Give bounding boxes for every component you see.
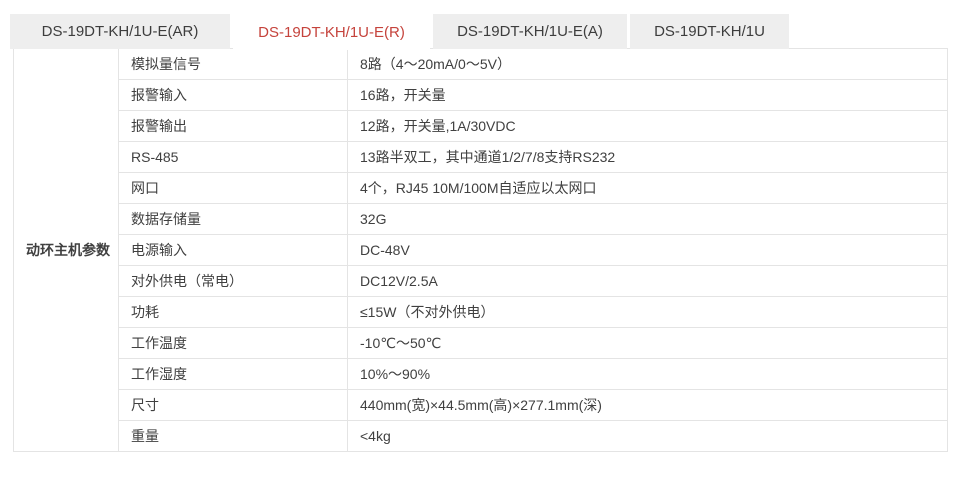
- table-row: 工作湿度 10%～90%: [14, 358, 948, 390]
- tab-ds-19dt-kh-1u-e-a[interactable]: DS-19DT-KH/1U-E(A): [433, 14, 627, 49]
- spec-name: 报警输入: [118, 79, 348, 111]
- spec-value: ≤15W（不对外供电）: [347, 296, 948, 328]
- tab-ds-19dt-kh-1u-e-r[interactable]: DS-19DT-KH/1U-E(R): [233, 14, 430, 50]
- spec-value: 10%～90%: [347, 358, 948, 390]
- spec-name: 功耗: [118, 296, 348, 328]
- spec-name: 数据存储量: [118, 203, 348, 235]
- spec-value: DC12V/2.5A: [347, 265, 948, 297]
- spec-table-container: 动环主机参数 模拟量信号 8路（4～20mA/0～5V） 报警输入 16路，开关…: [13, 48, 948, 452]
- spec-value: DC-48V: [347, 234, 948, 266]
- spec-name: 工作温度: [118, 327, 348, 359]
- tab-ds-19dt-kh-1u-e-ar[interactable]: DS-19DT-KH/1U-E(AR): [10, 14, 230, 49]
- table-row: 电源输入 DC-48V: [14, 234, 948, 266]
- spec-name: RS-485: [118, 141, 348, 173]
- table-row: 功耗 ≤15W（不对外供电）: [14, 296, 948, 328]
- model-tabbar: DS-19DT-KH/1U-E(AR) DS-19DT-KH/1U-E(R) D…: [10, 14, 789, 50]
- spec-value: 440mm(宽)×44.5mm(高)×277.1mm(深): [347, 389, 948, 421]
- table-row: 对外供电（常电） DC12V/2.5A: [14, 265, 948, 297]
- table-row: 数据存储量 32G: [14, 203, 948, 235]
- spec-value: 16路，开关量: [347, 79, 948, 111]
- table-row: 动环主机参数 模拟量信号 8路（4～20mA/0～5V）: [13, 48, 948, 452]
- spec-name: 工作湿度: [118, 358, 348, 390]
- spec-value: 13路半双工，其中通道1/2/7/8支持RS232: [347, 141, 948, 173]
- table-row: 报警输出 12路，开关量,1A/30VDC: [14, 110, 948, 142]
- spec-value: 8路（4～20mA/0～5V）: [347, 48, 948, 80]
- spec-name: 网口: [118, 172, 348, 204]
- spec-name: 对外供电（常电）: [118, 265, 348, 297]
- tab-ds-19dt-kh-1u[interactable]: DS-19DT-KH/1U: [630, 14, 789, 49]
- spec-name: 重量: [118, 420, 348, 452]
- table-row: 重量 <4kg: [14, 420, 948, 452]
- spec-table: 动环主机参数 模拟量信号 8路（4～20mA/0～5V） 报警输入 16路，开关…: [13, 48, 948, 452]
- table-row: RS-485 13路半双工，其中通道1/2/7/8支持RS232: [14, 141, 948, 173]
- spec-value: <4kg: [347, 420, 948, 452]
- spec-name: 尺寸: [118, 389, 348, 421]
- spec-name: 模拟量信号: [118, 48, 348, 80]
- spec-value: 32G: [347, 203, 948, 235]
- spec-value: 12路，开关量,1A/30VDC: [347, 110, 948, 142]
- table-row: 报警输入 16路，开关量: [14, 79, 948, 111]
- spec-value: -10℃～50℃: [347, 327, 948, 359]
- table-row: 网口 4个，RJ45 10M/100M自适应以太网口: [14, 172, 948, 204]
- spec-group-label: 动环主机参数: [13, 48, 119, 452]
- spec-value: 4个，RJ45 10M/100M自适应以太网口: [347, 172, 948, 204]
- spec-name: 电源输入: [118, 234, 348, 266]
- spec-name: 报警输出: [118, 110, 348, 142]
- table-row: 尺寸 440mm(宽)×44.5mm(高)×277.1mm(深): [14, 389, 948, 421]
- table-row: 工作温度 -10℃～50℃: [14, 327, 948, 359]
